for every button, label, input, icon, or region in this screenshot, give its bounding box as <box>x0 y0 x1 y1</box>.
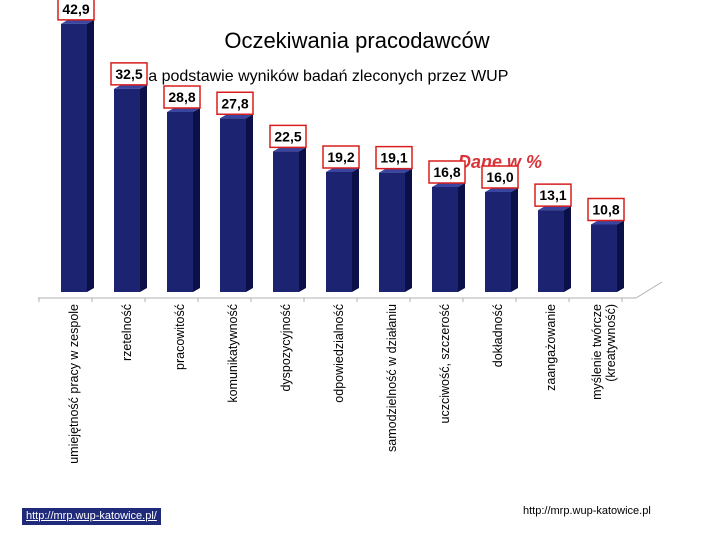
data-label-box <box>110 62 148 86</box>
bar-side <box>352 168 359 292</box>
x-tick-label: komunikatywność <box>226 304 240 403</box>
x-tick-label: (kreatywność) <box>604 304 618 382</box>
data-label-box <box>428 160 466 184</box>
bar-side <box>299 147 306 292</box>
data-label: 16,8 <box>433 164 460 180</box>
footer-link[interactable]: http://mrp.wup-katowice.pl/ <box>22 508 161 525</box>
x-tick-label: zaangażowanie <box>544 304 558 391</box>
x-tick-label: dyspozycyjność <box>279 304 293 392</box>
x-tick-label: myślenie twórcze <box>590 304 604 400</box>
bar-side <box>617 220 624 292</box>
bar <box>379 172 405 292</box>
x-tick-label: rzetelność <box>120 304 134 361</box>
bar-side <box>405 168 412 292</box>
bar <box>538 210 564 292</box>
bar <box>61 23 87 292</box>
footer-url-text: http://mrp.wup-katowice.pl <box>523 505 651 517</box>
data-label-box <box>269 124 307 149</box>
bar-side <box>511 188 518 292</box>
bar-side <box>458 183 465 292</box>
data-label-box <box>57 0 95 21</box>
bar-top <box>114 84 147 89</box>
data-label: 10,8 <box>592 202 619 218</box>
bar <box>114 88 140 292</box>
data-label-box <box>375 145 413 170</box>
bar-side <box>246 114 253 292</box>
bar-top <box>591 220 624 225</box>
x-tick-label: odpowiedzialność <box>332 304 346 403</box>
bar-top <box>167 108 200 112</box>
data-label-box <box>534 183 572 207</box>
page-title: Oczekiwania pracodawców <box>224 28 490 53</box>
data-label: 19,2 <box>327 149 354 165</box>
data-label: 28,8 <box>168 89 195 105</box>
data-label-box <box>481 165 519 189</box>
x-axis-depth-line <box>635 281 663 299</box>
bar <box>220 118 246 292</box>
data-label: 32,5 <box>115 66 142 82</box>
bar <box>326 172 352 292</box>
bar-top <box>538 206 571 211</box>
bar-top <box>379 168 412 173</box>
data-label: 42,9 <box>62 1 89 17</box>
x-tick-label: pracowitość <box>173 304 187 370</box>
data-label-box <box>322 145 360 169</box>
bar <box>273 151 299 292</box>
bar-side <box>193 108 200 292</box>
x-tick-label: umiejętność pracy w zespole <box>67 304 81 464</box>
x-tick-label: dokładność <box>491 304 505 367</box>
data-label-box <box>587 197 625 222</box>
subtitle-text: na podstawie wyników badań zleconych prz… <box>139 68 509 85</box>
data-label: 13,1 <box>539 187 566 203</box>
bar-side <box>564 206 571 292</box>
x-tick-label: uczciwość, szczerość <box>438 304 452 423</box>
chart-annotation: Dane w % <box>458 152 542 172</box>
data-label: 27,8 <box>221 95 248 111</box>
bar-side <box>87 19 94 292</box>
data-label: 19,1 <box>380 150 407 166</box>
bar <box>485 192 511 292</box>
data-label: 16,0 <box>486 169 513 185</box>
bar-top <box>220 114 253 119</box>
data-label: 22,5 <box>274 128 301 144</box>
x-tick-label: samodzielność w działaniu <box>385 304 399 452</box>
bar <box>432 187 458 292</box>
data-label-box <box>216 91 254 115</box>
bar <box>591 224 617 292</box>
data-label-box <box>163 85 201 109</box>
bar-top <box>432 183 465 187</box>
bar-top <box>61 19 94 24</box>
bar-top <box>273 147 306 152</box>
bar-top <box>326 168 359 172</box>
bar <box>167 112 193 292</box>
bar-top <box>485 188 518 192</box>
bar-side <box>140 84 147 292</box>
